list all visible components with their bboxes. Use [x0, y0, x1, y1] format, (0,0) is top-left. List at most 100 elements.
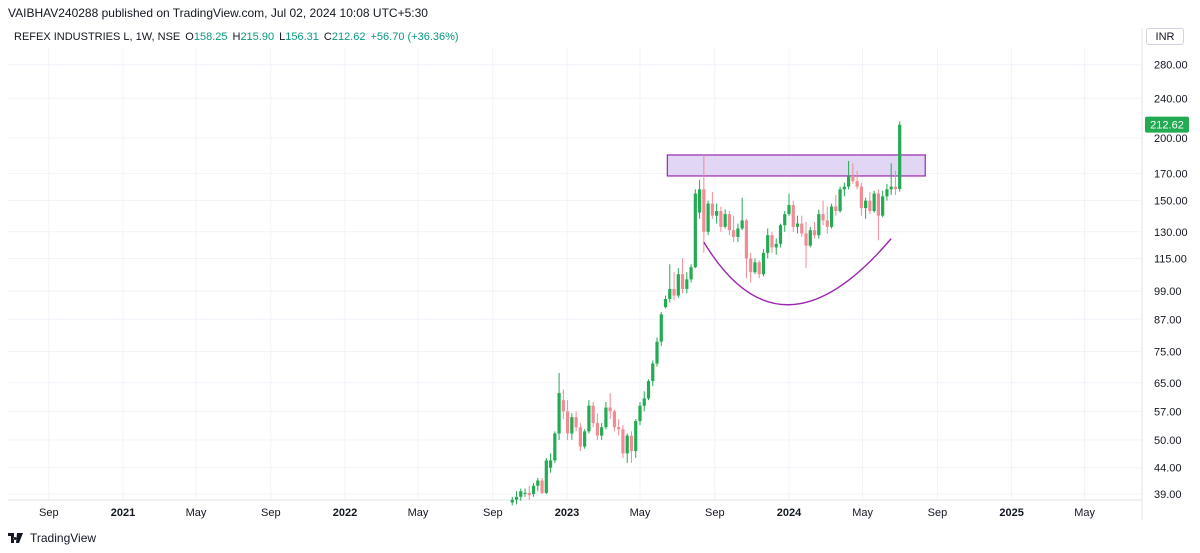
candle-body — [889, 186, 893, 190]
candle-body — [800, 223, 804, 234]
candle-body — [689, 267, 693, 280]
price-tick-label: 115.00 — [1154, 254, 1187, 266]
candle-body — [591, 405, 595, 424]
close-value: 212.62 — [331, 31, 366, 43]
candle-body — [578, 427, 582, 447]
candle-body — [697, 189, 702, 213]
price-tick-label: 39.00 — [1154, 489, 1182, 501]
candle-body — [753, 262, 757, 273]
candle-body — [553, 433, 557, 461]
time-tick-label: 2025 — [999, 507, 1023, 519]
candle-body — [898, 124, 902, 189]
candle-body — [812, 230, 817, 236]
candle-body — [791, 205, 795, 227]
candle-body — [821, 214, 825, 221]
candle-body — [770, 235, 774, 248]
candle-body — [740, 220, 744, 229]
candle-body — [783, 214, 787, 226]
resistance-zone — [666, 154, 926, 177]
candle-body — [761, 252, 766, 275]
last-price-label: 212.62 — [1150, 120, 1184, 132]
candle-body — [842, 186, 846, 190]
candle-body — [715, 211, 719, 216]
candle-body — [893, 186, 898, 189]
candle-body — [663, 298, 668, 308]
price-tick-label: 57.00 — [1154, 406, 1182, 418]
candle-body — [638, 405, 642, 422]
cup-arc — [703, 238, 892, 306]
price-tick-label: 240.00 — [1154, 93, 1188, 105]
candle-body — [855, 181, 859, 187]
candle-body — [557, 393, 561, 434]
candle-body — [642, 398, 646, 406]
candle-body — [514, 496, 519, 500]
candle-body — [655, 341, 659, 364]
time-tick-label: 2024 — [777, 507, 802, 519]
candle-body — [757, 262, 761, 275]
time-tick-label: Sep — [483, 507, 503, 519]
candle-body — [617, 427, 621, 430]
candle-body — [527, 492, 531, 496]
price-tick-label: 44.00 — [1154, 463, 1182, 475]
candle-body — [621, 429, 625, 454]
candle-body — [685, 279, 689, 289]
candle-body — [646, 381, 651, 399]
tradingview-logo-icon[interactable] — [8, 533, 24, 543]
change-value: +56.70 (+36.36%) — [370, 31, 459, 43]
time-tick-label: May — [1074, 507, 1095, 519]
candle-body — [838, 189, 842, 212]
tradingview-brand[interactable]: TradingView — [30, 531, 97, 545]
footer: TradingView — [8, 528, 96, 548]
price-tick-label: 170.00 — [1154, 168, 1188, 180]
candle-body — [587, 405, 591, 432]
candle-body — [876, 193, 881, 216]
candle-body — [548, 460, 553, 468]
symbol-legend: REFEX INDUSTRIES L, 1W, NSE O 158.25 H 215… — [14, 29, 459, 45]
price-tick-label: 87.00 — [1154, 314, 1182, 326]
candle-body — [519, 491, 523, 497]
low-label: L — [279, 31, 286, 43]
time-tick-label: May — [408, 507, 429, 519]
currency-button[interactable]: INR — [1146, 28, 1184, 45]
time-tick-label: Sep — [928, 507, 948, 519]
candle-body — [727, 214, 731, 231]
high-label: H — [232, 31, 241, 43]
candle-body — [859, 186, 863, 209]
candle-body — [736, 228, 740, 237]
last-price-badge — [1145, 116, 1189, 133]
candle-body — [570, 417, 574, 434]
candle-body — [787, 205, 791, 215]
time-tick-label: 2021 — [111, 507, 135, 519]
candle-body — [561, 400, 565, 412]
candle-body — [510, 499, 514, 503]
candle-body — [795, 223, 800, 227]
candle-body — [834, 206, 838, 212]
candle-body — [723, 214, 727, 227]
candle-body — [851, 175, 855, 182]
time-tick-label: Sep — [39, 507, 59, 519]
candle-body — [804, 233, 808, 246]
candle-body — [612, 411, 617, 428]
price-tick-label: 65.00 — [1154, 378, 1182, 390]
time-tick-label: 2022 — [333, 507, 357, 519]
candle-body — [680, 274, 685, 289]
candle-body — [881, 196, 885, 216]
time-tick-label: May — [186, 507, 207, 519]
candle-body — [719, 211, 723, 227]
candle-body — [608, 407, 612, 412]
candle-body — [778, 225, 783, 244]
candle-body — [868, 200, 872, 212]
candle-body — [872, 193, 876, 212]
open-value: 158.25 — [193, 31, 228, 43]
publisher-line: VAIBHAV240288 published on TradingView.c… — [8, 6, 428, 20]
price-tick-label: 200.00 — [1154, 133, 1188, 145]
candle-body — [710, 203, 714, 216]
candle-body — [600, 427, 604, 436]
symbol-name[interactable]: REFEX INDUSTRIES L, 1W, NSE — [14, 31, 181, 43]
candle-body — [702, 189, 706, 232]
price-tick-label: 130.00 — [1154, 227, 1188, 239]
price-tick-label: 50.00 — [1154, 435, 1182, 447]
price-tick-label: 280.00 — [1154, 60, 1188, 72]
time-tick-label: May — [630, 507, 651, 519]
